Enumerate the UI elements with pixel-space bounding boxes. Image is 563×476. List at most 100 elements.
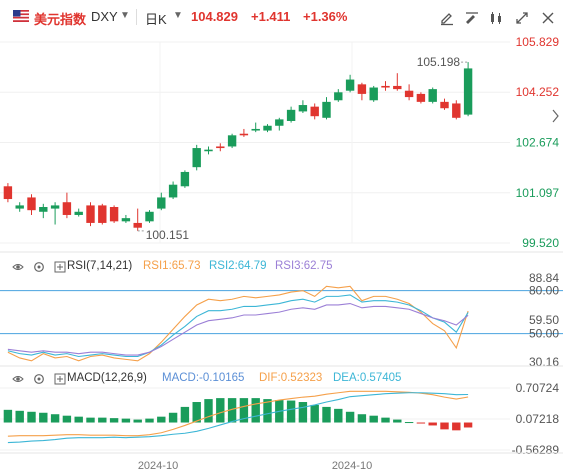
expand-icon[interactable] xyxy=(54,261,66,273)
rsi-line-2 xyxy=(7,294,469,358)
candle-body xyxy=(145,211,154,222)
rsi-tick-label: 30.16 xyxy=(529,355,559,369)
macd-legend: MACD(12,26,9) MACD:-0.10165 DIF:0.52323 … xyxy=(0,370,563,388)
period-dropdown-icon[interactable]: ▼ xyxy=(173,10,183,21)
rsi1-value: RSI1:65.73 xyxy=(143,260,201,272)
candle-body xyxy=(192,148,201,168)
macd-bar xyxy=(145,418,154,423)
instrument-code[interactable]: DXY xyxy=(91,9,118,24)
candle-body xyxy=(227,135,237,147)
candle-body xyxy=(50,205,60,209)
price-axis: 105.829 104.252 102.674 101.097 99.520 xyxy=(516,35,560,250)
multi-chart-icon xyxy=(491,12,501,24)
instrument-dropdown-icon[interactable]: ▼ xyxy=(120,10,130,21)
macd-bar xyxy=(133,419,142,423)
settings-icon[interactable] xyxy=(33,261,45,273)
fullscreen-button[interactable] xyxy=(511,8,533,28)
candle-body xyxy=(369,87,378,101)
rsi3-value: RSI3:62.75 xyxy=(275,260,333,272)
macd-bar xyxy=(345,411,355,423)
macd-histogram xyxy=(3,398,473,431)
macd-bar xyxy=(239,398,249,423)
candle-body xyxy=(393,85,402,90)
price-tick-label: 102.674 xyxy=(516,136,560,150)
macd-axis: 0.70724 0.07218 -0.56289 xyxy=(512,381,560,457)
rsi-grid xyxy=(0,290,563,335)
price-scroll-arrow[interactable] xyxy=(552,109,559,123)
indicator-edit-button[interactable] xyxy=(436,8,458,28)
candle-body xyxy=(3,186,13,200)
macd-bar xyxy=(369,415,378,423)
candle-body xyxy=(180,171,190,187)
close-icon xyxy=(542,12,554,24)
candle-body xyxy=(440,101,449,109)
chart-header: 美元指数 DXY ▼ 日K ▼ 104.829 +1.411 +1.36% xyxy=(0,0,563,34)
macd-tick-label: 0.70724 xyxy=(516,381,560,395)
candle-body xyxy=(216,146,225,149)
candle-body xyxy=(416,93,426,102)
rsi-line-1 xyxy=(7,285,469,362)
macd-bar xyxy=(62,415,72,423)
macd-bar xyxy=(251,398,260,423)
candle-body xyxy=(357,84,367,94)
instrument-name[interactable]: 美元指数 xyxy=(34,12,87,27)
macd-bar xyxy=(180,406,190,423)
macd-tick-label: 0.07218 xyxy=(516,412,560,426)
macd-bar xyxy=(27,411,36,423)
dif-line xyxy=(7,390,469,437)
price-tick-label: 99.520 xyxy=(522,236,559,250)
candle-body xyxy=(86,205,95,223)
rsi-tick-label: 88.84 xyxy=(529,271,559,285)
chevron-right-icon[interactable] xyxy=(552,109,559,123)
macd-bar xyxy=(121,418,131,423)
macd-value: MACD:-0.10165 xyxy=(162,372,245,384)
macd-bar xyxy=(168,412,178,423)
macd-bar xyxy=(286,400,296,423)
macd-bar xyxy=(334,408,343,423)
candle-body xyxy=(404,90,414,98)
expand-icon[interactable] xyxy=(54,373,66,385)
candle-body xyxy=(428,89,437,102)
indicator-edit-icon xyxy=(441,13,453,26)
candle-body xyxy=(286,109,296,121)
candle-body xyxy=(381,85,390,88)
macd-bar xyxy=(416,422,426,424)
rsi2-value: RSI2:64.79 xyxy=(209,260,267,272)
candle-body xyxy=(74,211,83,215)
high-price-label: 105.198 xyxy=(417,55,461,69)
macd-bar xyxy=(86,417,95,423)
settings-icon[interactable] xyxy=(33,373,45,385)
low-price-label: 100.151 xyxy=(146,228,190,242)
fullscreen-icon xyxy=(516,12,528,24)
macd-tick-label: -0.56289 xyxy=(512,443,560,457)
macd-bar xyxy=(109,418,119,423)
rsi-tick-label: 59.50 xyxy=(529,313,559,327)
period-selector[interactable]: 日K xyxy=(145,12,167,27)
macd-bar xyxy=(263,399,272,423)
candle-body xyxy=(298,105,308,112)
eye-icon[interactable] xyxy=(12,261,24,273)
multi-chart-button[interactable] xyxy=(485,8,507,28)
macd-bar xyxy=(463,422,473,428)
candle-body xyxy=(310,106,319,117)
candlestick-series xyxy=(3,62,473,231)
draw-tool-button[interactable] xyxy=(461,8,483,28)
eye-icon[interactable] xyxy=(12,373,24,385)
macd-bar xyxy=(50,414,60,423)
price-tick-label: 105.829 xyxy=(516,35,560,49)
candle-body xyxy=(98,205,107,223)
macd-bar xyxy=(440,422,449,430)
candle-body xyxy=(15,205,24,209)
close-button[interactable] xyxy=(537,8,559,28)
macd-bar xyxy=(216,398,225,423)
dea-line xyxy=(7,392,469,444)
candle-body xyxy=(39,206,48,212)
rsi-tick-label: 80.00 xyxy=(529,284,559,298)
macd-bar xyxy=(393,419,402,423)
rsi-legend: RSI(7,14,21) RSI1:65.73 RSI2:64.79 RSI3:… xyxy=(0,258,563,276)
main-grid xyxy=(0,41,510,244)
candle-body xyxy=(204,149,213,152)
rsi-tick-label: 50.00 xyxy=(529,327,559,341)
